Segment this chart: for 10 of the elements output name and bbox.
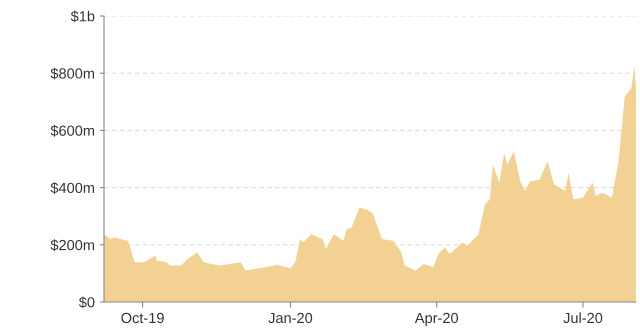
x-tick-label: Jul-20 <box>563 312 602 324</box>
y-tick-label: $200m <box>50 239 94 252</box>
y-tick-label: $400m <box>50 182 94 194</box>
x-tick-label: Apr-20 <box>414 312 458 326</box>
y-tick-label: $1b <box>70 10 94 22</box>
x-tick-label: Oct-19 <box>121 312 164 324</box>
x-tick-label: Jan-20 <box>268 312 312 324</box>
y-tick-label: $600m <box>50 124 94 137</box>
y-tick-label: $0 <box>78 296 94 308</box>
y-tick-label: $800m <box>50 68 94 80</box>
